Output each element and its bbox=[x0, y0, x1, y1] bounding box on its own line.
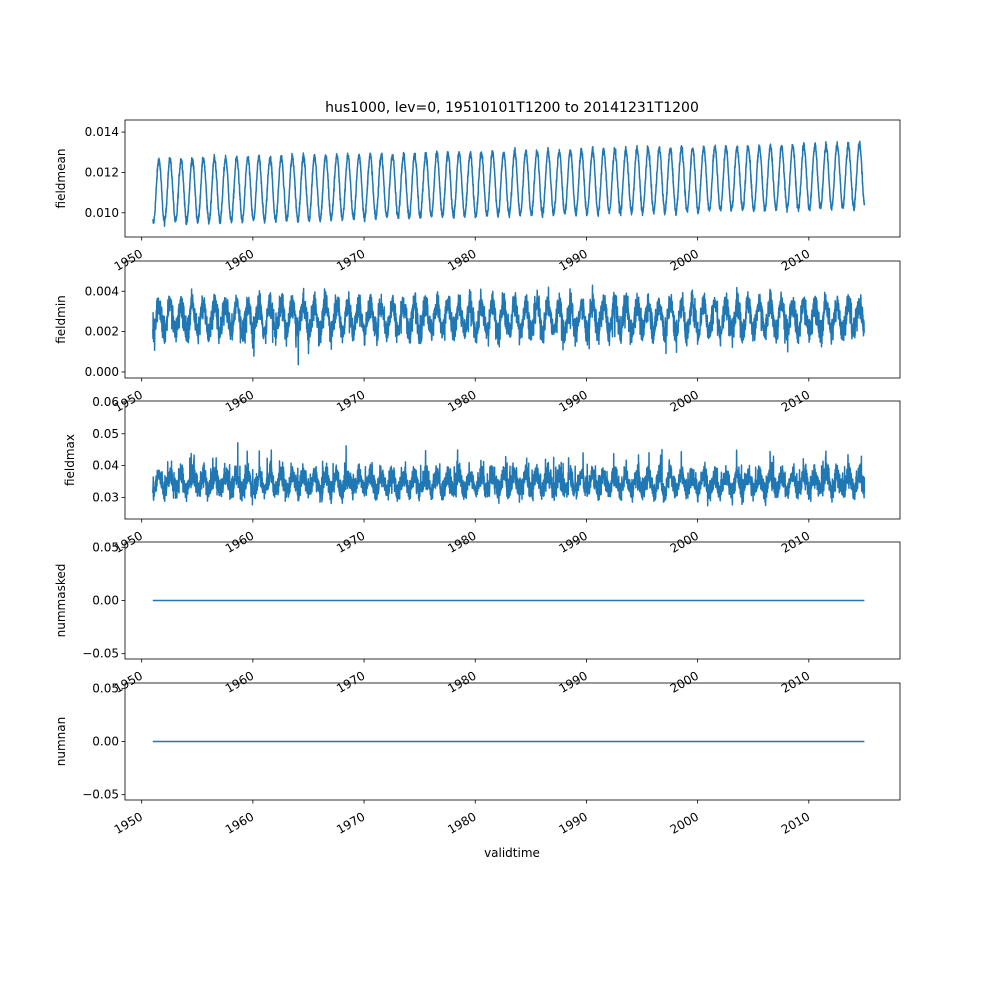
fieldmin-ylabel: fieldmin bbox=[54, 295, 68, 344]
nummasked-xtick-label: 2010 bbox=[779, 668, 812, 695]
fieldmin-ytick-label: 0.004 bbox=[85, 284, 119, 298]
nummasked-ytick-label: −0.05 bbox=[82, 647, 119, 661]
fieldmean-ytick-label: 0.012 bbox=[85, 165, 119, 179]
numnan-xtick-label: 1960 bbox=[223, 809, 256, 836]
chart-title: hus1000, lev=0, 19510101T1200 to 2014123… bbox=[325, 100, 699, 116]
fieldmean-xtick-label: 1950 bbox=[112, 246, 145, 273]
fieldmean-ytick-label: 0.014 bbox=[85, 125, 119, 139]
fieldmin-series-line bbox=[152, 284, 866, 366]
fieldmax-ytick-label: 0.04 bbox=[92, 459, 119, 473]
fieldmin-axes-frame bbox=[124, 260, 901, 379]
fieldmean-ytick-label: 0.010 bbox=[85, 206, 119, 220]
fieldmean-axes-frame bbox=[124, 119, 901, 238]
fieldmean-xtick-label: 1990 bbox=[556, 246, 589, 273]
fieldmean-xtick-label: 2010 bbox=[779, 246, 812, 273]
numnan-xtick-label: 2010 bbox=[779, 809, 812, 836]
numnan-xtick-label: 1990 bbox=[556, 809, 589, 836]
fieldmax-ytick-label: 0.03 bbox=[92, 490, 119, 504]
numnan-xtick-label: 1970 bbox=[334, 809, 367, 836]
numnan-xtick-label: 1980 bbox=[445, 809, 478, 836]
numnan-ylabel: numnan bbox=[54, 717, 68, 766]
fieldmax-series-line bbox=[152, 442, 866, 507]
fieldmin-ytick-label: 0.002 bbox=[85, 325, 119, 339]
fieldmax-ylabel: fieldmax bbox=[63, 434, 77, 486]
nummasked-xtick-label: 1970 bbox=[334, 668, 367, 695]
nummasked-xtick-label: 2000 bbox=[668, 668, 701, 695]
fieldmean-series-line bbox=[152, 140, 866, 227]
numnan-xtick-label: 2000 bbox=[668, 809, 701, 836]
fieldmax-ytick-label: 0.05 bbox=[92, 427, 119, 441]
nummasked-xtick-label: 1990 bbox=[556, 668, 589, 695]
fieldmax-ytick-label: 0.06 bbox=[92, 395, 119, 409]
fieldmin-ytick-label: 0.000 bbox=[85, 365, 119, 379]
fieldmean-xtick-label: 1970 bbox=[334, 246, 367, 273]
numnan-xtick-label: 1950 bbox=[112, 809, 145, 836]
nummasked-xtick-label: 1960 bbox=[223, 668, 256, 695]
numnan-ytick-label: 0.05 bbox=[92, 681, 119, 695]
fieldmean-xtick-label: 2000 bbox=[668, 246, 701, 273]
numnan-ytick-label: 0.00 bbox=[92, 735, 119, 749]
x-axis-label: validtime bbox=[484, 846, 540, 860]
fieldmean-xtick-label: 1980 bbox=[445, 246, 478, 273]
fieldmean-ylabel: fieldmean bbox=[54, 149, 68, 209]
nummasked-xtick-label: 1980 bbox=[445, 668, 478, 695]
panel-fieldmean: 0.010 0.012 0.014 1950 1960 1970 1980 1990 2000 2… bbox=[54, 119, 901, 274]
panel-numnan: −0.05 0.00 0.05 1950 1960 1970 1980 1990 2000 201… bbox=[54, 681, 901, 837]
nummasked-ylabel: nummasked bbox=[54, 564, 68, 638]
numnan-ytick-label: −0.05 bbox=[82, 788, 119, 802]
nummasked-ytick-label: 0.00 bbox=[92, 594, 119, 608]
fieldmax-axes-frame bbox=[124, 400, 901, 520]
panels: 0.010 0.012 0.014 1950 1960 1970 1980 1990 2000 2… bbox=[54, 119, 901, 837]
fieldmean-xtick-label: 1960 bbox=[223, 246, 256, 273]
nummasked-ytick-label: 0.05 bbox=[92, 540, 119, 554]
